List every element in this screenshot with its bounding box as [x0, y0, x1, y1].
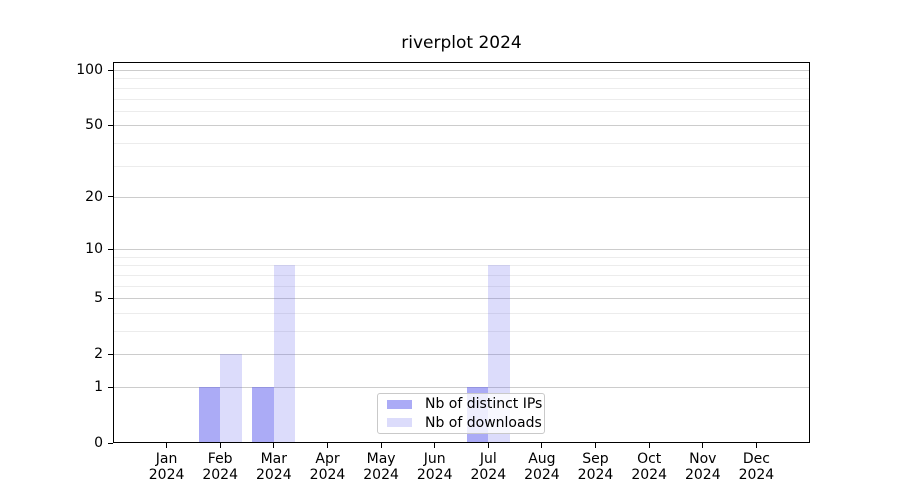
x-tick-label-month: Jul: [479, 451, 497, 467]
y-gridline-major: [114, 298, 809, 300]
y-tick-label: 0: [94, 435, 103, 451]
legend-item-distinct-ips: Nb of distinct IPs: [387, 396, 544, 412]
x-tick: [541, 443, 543, 448]
bar-distinct-ips: [198, 387, 221, 442]
y-gridline-minor: [114, 110, 809, 112]
x-tick-label: Apr 2024: [296, 451, 360, 483]
x-tick-label-year: 2024: [631, 467, 667, 483]
x-tick-label-month: Jun: [423, 451, 446, 467]
y-tick-label: 2: [94, 346, 103, 363]
x-tick-label-year: 2024: [738, 467, 775, 483]
y-gridline-minor: [114, 331, 809, 332]
x-tick-label-year: 2024: [148, 467, 185, 483]
x-tick: [327, 443, 328, 448]
y-gridline-minor: [114, 285, 809, 287]
x-tick-label-year: 2024: [416, 467, 453, 483]
x-tick-label-year: 2024: [255, 467, 292, 483]
x-tick-label-month: Feb: [207, 451, 233, 467]
x-tick-label: Nov 2024: [671, 451, 735, 483]
bar-downloads: [220, 354, 242, 442]
y-gridline-major: [114, 196, 809, 198]
y-gridline-minor: [114, 274, 809, 276]
y-gridline-major: [114, 354, 809, 356]
x-tick: [487, 443, 489, 448]
chart-title: riverplot 2024: [401, 33, 522, 53]
legend-swatch-distinct-ips: [387, 399, 412, 409]
x-tick: [595, 443, 596, 448]
x-tick-label-month: Oct: [637, 451, 662, 467]
x-tick-label: Dec 2024: [724, 451, 788, 483]
x-tick-label: Feb 2024: [188, 451, 252, 483]
x-tick-label: Aug 2024: [510, 451, 574, 483]
x-tick: [755, 443, 757, 448]
bar-downloads: [273, 265, 296, 442]
y-gridline-major: [114, 125, 809, 127]
x-tick: [434, 443, 436, 448]
x-tick-label-month: Dec: [742, 451, 770, 467]
y-gridline-minor: [114, 98, 809, 100]
y-gridline-minor: [114, 87, 809, 89]
legend-swatch-downloads: [387, 418, 412, 428]
x-tick-label-year: 2024: [202, 467, 238, 483]
y-tick-label: 1: [94, 379, 103, 395]
y-gridline-minor: [114, 265, 809, 267]
y-tick-label: 50: [85, 117, 103, 134]
x-tick-label-month: Sep: [582, 451, 609, 467]
y-gridline-minor: [114, 78, 809, 80]
x-tick-label: Jul 2024: [456, 451, 520, 483]
legend-label-distinct-ips: Nb of distinct IPs: [425, 396, 543, 413]
y-gridline-minor: [114, 165, 809, 167]
y-tick: [108, 248, 113, 250]
y-tick-label: 10: [85, 241, 103, 258]
x-tick-label-month: Jan: [155, 451, 178, 467]
x-tick: [380, 443, 382, 448]
x-tick: [648, 443, 650, 448]
x-tick-label-year: 2024: [684, 467, 721, 483]
legend: Nb of distinct IPs Nb of downloads: [377, 393, 545, 434]
x-tick-label-month: May: [366, 451, 396, 467]
y-gridline-minor: [114, 256, 809, 258]
y-tick: [108, 353, 113, 355]
y-tick: [108, 297, 113, 299]
y-tick-label: 100: [76, 62, 103, 78]
x-tick-label-month: Mar: [260, 451, 287, 467]
x-tick-label: Jan 2024: [135, 451, 199, 483]
y-tick: [108, 442, 113, 444]
x-tick-label-month: Nov: [689, 451, 717, 467]
x-tick-label-year: 2024: [524, 467, 560, 483]
plot-border: [113, 62, 810, 443]
x-tick-label-year: 2024: [363, 467, 399, 483]
bar-distinct-ips: [252, 387, 274, 442]
legend-label-downloads: Nb of downloads: [425, 414, 542, 431]
y-tick: [108, 386, 113, 388]
x-tick-label-month: Aug: [528, 451, 556, 467]
y-gridline-minor: [114, 312, 809, 314]
x-tick-label: Oct 2024: [617, 451, 681, 483]
x-tick-label: Jun 2024: [403, 451, 467, 483]
y-tick: [108, 124, 113, 126]
x-tick: [702, 443, 704, 448]
x-tick: [273, 443, 275, 448]
x-tick-label-month: Apr: [315, 451, 340, 467]
legend-item-downloads: Nb of downloads: [387, 415, 544, 431]
x-tick-label: Mar 2024: [242, 451, 306, 483]
y-gridline-major: [114, 387, 809, 388]
y-tick-label: 5: [94, 290, 103, 307]
x-tick-label-year: 2024: [470, 467, 507, 483]
y-tick: [108, 196, 113, 198]
y-gridline-minor: [114, 142, 809, 144]
x-tick-label: May 2024: [349, 451, 413, 483]
y-gridline-major: [114, 70, 809, 71]
y-gridline-major: [114, 249, 809, 251]
x-tick-label-year: 2024: [309, 467, 346, 483]
y-tick-label: 20: [85, 188, 103, 205]
x-tick: [219, 443, 221, 448]
x-tick: [166, 443, 168, 448]
x-tick-label: Sep 2024: [564, 451, 628, 483]
y-tick: [108, 69, 113, 71]
x-tick-label-year: 2024: [577, 467, 614, 483]
